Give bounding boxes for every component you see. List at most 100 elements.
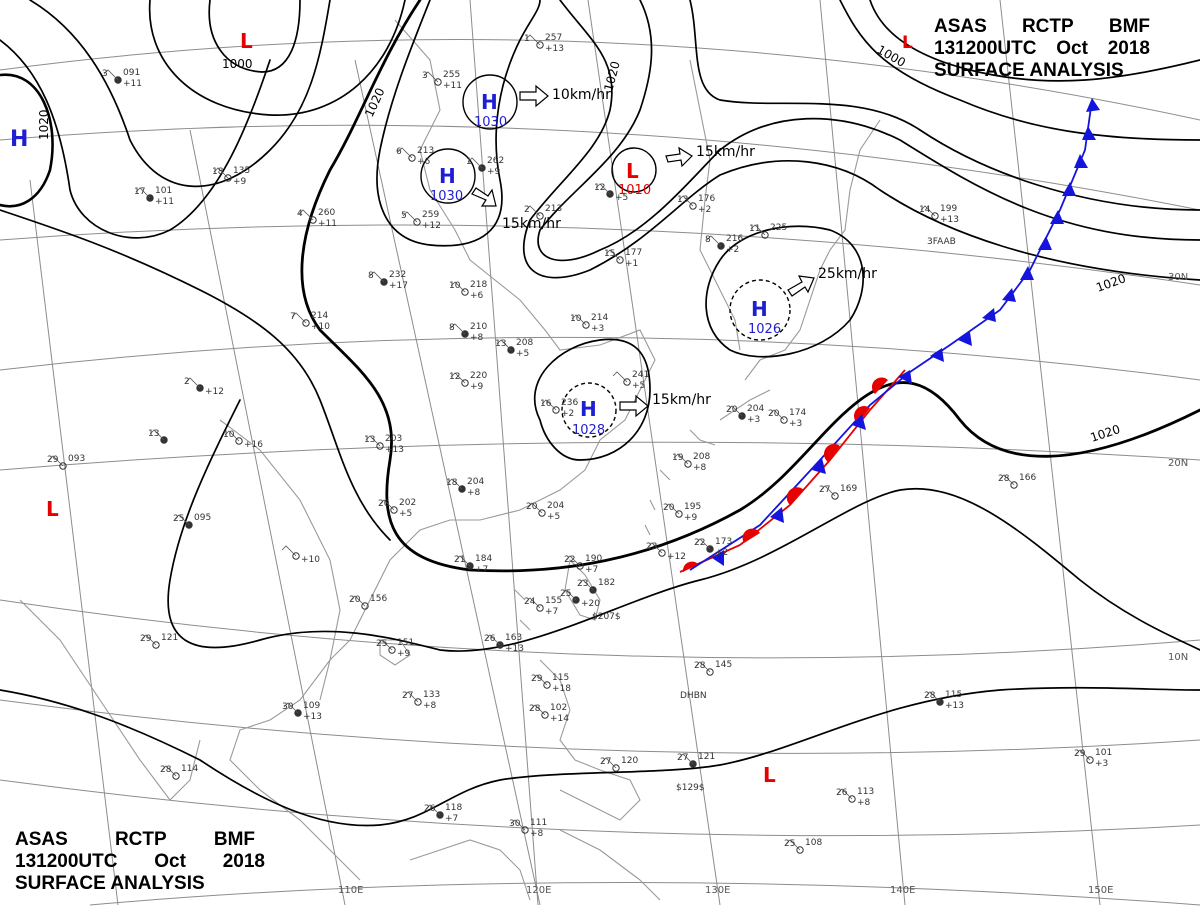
wind-barb-icon xyxy=(678,195,694,207)
station-pressure: 257 xyxy=(545,33,562,43)
station-tendency: +13 xyxy=(945,701,964,711)
station-pressure: 121 xyxy=(161,633,178,643)
station-temperature: 8 xyxy=(368,271,374,281)
latitude-label: 30N xyxy=(1168,272,1188,283)
isobars xyxy=(0,0,1200,827)
station-pressure: 214 xyxy=(591,313,608,323)
station-plot: 13 203+13 xyxy=(364,434,404,455)
wind-barb-icon xyxy=(525,597,541,609)
isobar-label: 1020 xyxy=(37,109,51,140)
station-plot: +10 xyxy=(281,545,320,565)
station-pressure: 203 xyxy=(385,434,402,444)
station-plot: 29 115+18 xyxy=(531,673,571,694)
wind-barb-icon xyxy=(820,485,836,497)
station-tendency: +5 xyxy=(547,512,560,522)
station-temperature: 1 xyxy=(524,34,530,44)
station-temperature: 1 xyxy=(466,157,472,167)
station-plot: 7 214+10 xyxy=(290,311,330,332)
station-temperature: 12 xyxy=(594,183,605,193)
isobar-1000-nw xyxy=(148,0,406,116)
motion-arrow-icon xyxy=(471,187,497,207)
longitude-label: 120E xyxy=(526,885,551,896)
station-temperature: 29 xyxy=(47,455,59,465)
station-tendency: +8 xyxy=(857,798,871,808)
wind-barb-icon xyxy=(695,538,711,550)
station-tendency: +2 xyxy=(726,245,739,255)
station-temperature: 13 xyxy=(495,339,506,349)
wind-barb-icon xyxy=(612,371,628,383)
station-temperature: 25 xyxy=(560,589,571,599)
station-plot: 14 199+13 xyxy=(919,204,959,225)
station-plot: 30 109+13 xyxy=(282,701,322,722)
station-tendency: +6 xyxy=(470,291,484,301)
station-tendency: +20 xyxy=(581,599,600,609)
station-tendency: +3 xyxy=(747,415,760,425)
station-temperature: 5 xyxy=(401,211,407,221)
agency-code: BMF xyxy=(213,829,255,850)
station-pressure: 195 xyxy=(684,502,701,512)
misc-labels: DHBN 3FAAB $129$ $207$ xyxy=(592,237,956,793)
station-marker-icon xyxy=(408,154,416,162)
station-pressure: 182 xyxy=(598,578,615,588)
station-plot: 20 204+3 xyxy=(726,404,764,425)
low-center-ring xyxy=(611,147,657,193)
motion-arrow-icon xyxy=(787,275,815,297)
station-pressure: 111 xyxy=(530,818,547,828)
station-pressure: 184 xyxy=(475,554,492,564)
station-tendency: +12 xyxy=(667,552,686,562)
station-temperature: 20 xyxy=(378,499,390,509)
wind-barb-icon xyxy=(541,399,557,411)
station-marker-icon xyxy=(536,212,544,220)
meridian-125e xyxy=(469,0,539,906)
motion-speed: 10km/hr xyxy=(552,87,611,103)
station-pressure: 102 xyxy=(550,703,567,713)
station-tendency: +12 xyxy=(205,387,224,397)
station-plot: 25 108 xyxy=(784,838,822,854)
station-pressure: 262 xyxy=(487,156,504,166)
stationary-front-warm xyxy=(679,369,906,573)
station-temperature: 25 xyxy=(173,514,184,524)
station-tendency: +10 xyxy=(301,555,320,565)
station-temperature: 2 xyxy=(184,377,190,387)
low-center-letter: L xyxy=(763,763,776,787)
station-temperature: 26 xyxy=(424,804,436,814)
agency-code: BMF xyxy=(1108,16,1150,37)
station-marker-icon xyxy=(796,846,804,854)
station-marker-icon xyxy=(152,641,160,649)
isobar-low-nw-inner xyxy=(208,0,301,73)
wind-barb-icon xyxy=(727,405,743,417)
station-marker-icon xyxy=(582,321,590,329)
wind-barb-icon xyxy=(706,235,722,247)
high-center-letter: H xyxy=(580,397,597,421)
high-center-pressure: 1030 xyxy=(430,189,463,204)
meridian-150e xyxy=(999,0,1101,906)
station-temperature: 18 xyxy=(212,167,224,177)
wind-barb-icon xyxy=(750,224,766,236)
wind-barb-icon xyxy=(291,312,307,324)
meridian-110e xyxy=(189,129,346,906)
station-pressure: 255 xyxy=(443,70,460,80)
wind-barb-icon xyxy=(837,788,853,800)
station-plot: 23 182 xyxy=(577,578,615,594)
station-marker-icon xyxy=(224,174,232,182)
station-marker-icon xyxy=(706,668,714,676)
analysis-month: Oct xyxy=(154,851,186,872)
station-marker-icon xyxy=(543,681,551,689)
station-tendency: +2 xyxy=(561,409,574,419)
station-temperature: 7 xyxy=(290,312,296,322)
station-pressure: 208 xyxy=(693,452,710,462)
wind-barb-icon xyxy=(48,455,64,467)
station-plot: 26 113+8 xyxy=(836,787,874,808)
wind-barb-icon xyxy=(920,205,936,217)
station-plot: 4 260+11 xyxy=(297,208,337,229)
station-marker-icon xyxy=(172,772,180,780)
station-tendency: +8 xyxy=(530,829,544,839)
parallel-25n xyxy=(0,336,1200,381)
high-center-letter: H xyxy=(10,127,28,152)
station-pressure: 232 xyxy=(389,270,406,280)
station-plot: 13 208+5 xyxy=(495,338,533,359)
wind-barb-icon xyxy=(455,555,471,567)
station-marker-icon xyxy=(616,256,624,264)
product-name: SURFACE ANALYSIS xyxy=(15,873,205,894)
